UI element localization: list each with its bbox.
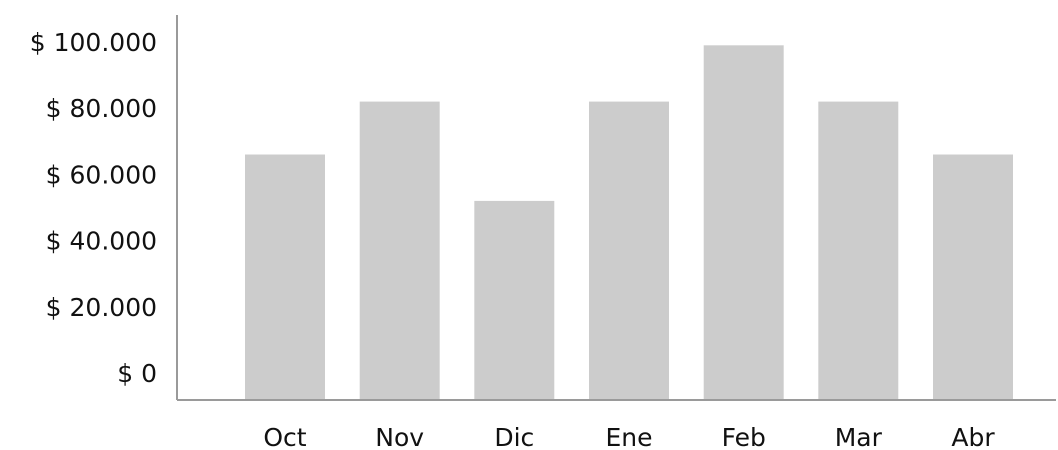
bar-group bbox=[245, 45, 1013, 401]
x-tick-label-nov: Nov bbox=[375, 423, 424, 450]
bar-feb bbox=[703, 45, 784, 401]
y-axis-tick-labels: $ 0 $ 20.000 $ 40.000 $ 60.000 $ 80.000 $ 100… bbox=[30, 28, 157, 388]
bar-mar bbox=[818, 101, 899, 400]
bar-ene bbox=[589, 101, 669, 400]
y-tick-label: $ 0 bbox=[117, 359, 157, 388]
y-tick-label: $ 20.000 bbox=[46, 293, 157, 322]
bar-dic bbox=[474, 200, 555, 400]
y-tick-label: $ 60.000 bbox=[46, 160, 157, 189]
x-tick-label-feb: Feb bbox=[722, 423, 766, 450]
x-tick-label-dic: Dic bbox=[494, 423, 534, 450]
y-tick-label: $ 100.000 bbox=[30, 28, 157, 57]
x-axis-tick-labels: Oct Nov Dic Ene Feb Mar Abr bbox=[263, 423, 995, 450]
bar-abr bbox=[933, 154, 1013, 400]
x-tick-label-oct: Oct bbox=[263, 423, 306, 450]
y-tick-label: $ 40.000 bbox=[46, 227, 157, 256]
x-tick-label-ene: Ene bbox=[605, 423, 652, 450]
bar-oct bbox=[245, 154, 325, 400]
x-tick-label-mar: Mar bbox=[835, 423, 883, 450]
bar-nov bbox=[359, 101, 440, 400]
y-tick-label: $ 80.000 bbox=[46, 94, 157, 123]
x-tick-label-abr: Abr bbox=[951, 423, 995, 450]
